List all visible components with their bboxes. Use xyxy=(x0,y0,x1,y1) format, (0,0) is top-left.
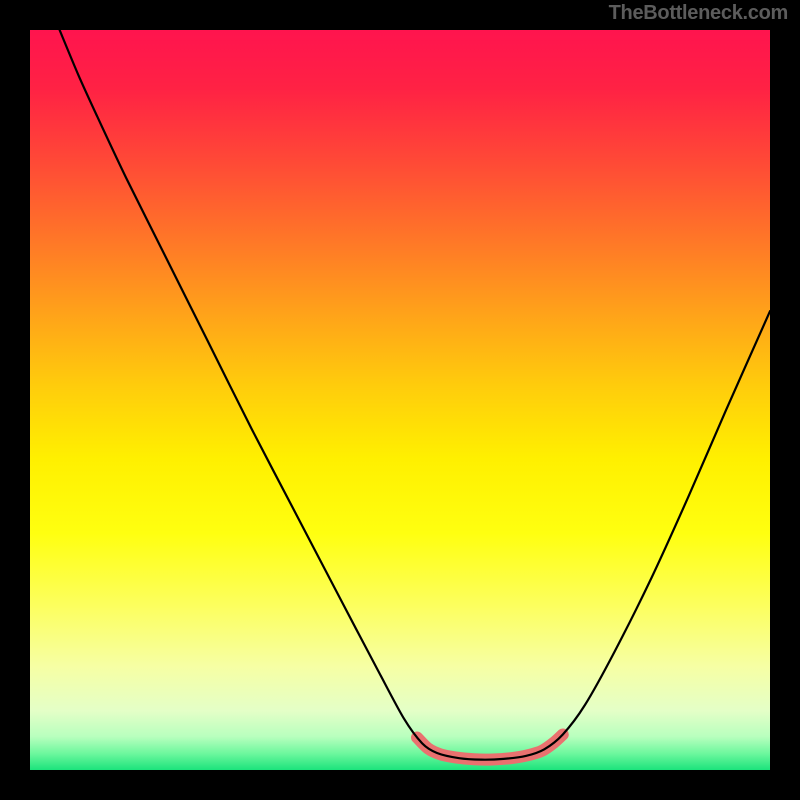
chart-svg xyxy=(30,30,770,770)
highlight-line xyxy=(417,734,563,759)
bottleneck-curve xyxy=(60,30,770,760)
watermark-text: TheBottleneck.com xyxy=(609,2,788,25)
plot-area xyxy=(30,30,770,770)
